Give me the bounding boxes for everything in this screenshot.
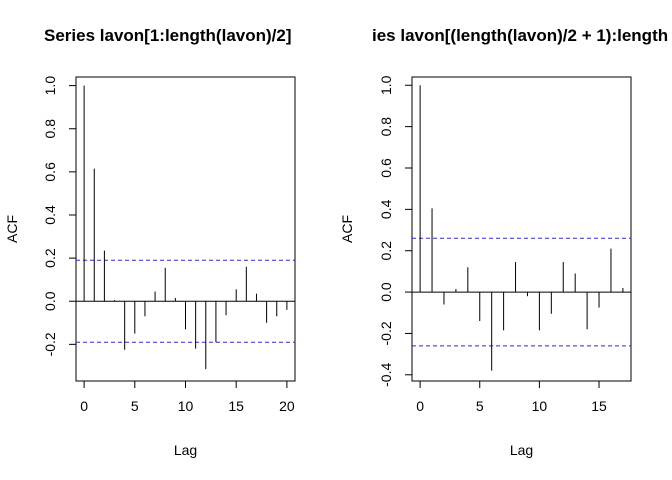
- y-tick-label: 0.6: [42, 162, 58, 182]
- x-tick-label: 0: [416, 398, 424, 414]
- y-tick-label: 0.4: [42, 205, 58, 225]
- y-axis-label: ACF: [339, 215, 355, 243]
- x-tick-label: 5: [131, 398, 139, 414]
- x-tick-label: 10: [532, 398, 548, 414]
- y-tick-label: 1.0: [42, 76, 58, 96]
- acf-panel-right: ies lavon[(length(lavon)/2 + 1):length 0 5…: [339, 26, 668, 458]
- x-tick-label: 5: [476, 398, 484, 414]
- x-tick-label: 15: [228, 398, 244, 414]
- y-tick-label: 0.8: [42, 119, 58, 139]
- y-tick-label: 0.6: [378, 158, 394, 178]
- y-tick-label: 1.0: [378, 75, 394, 95]
- y-tick-label: 0.4: [378, 199, 394, 219]
- x-axis-label: Lag: [174, 442, 197, 458]
- y-tick-label: 0.2: [378, 241, 394, 261]
- y-tick-label: -0.2: [378, 321, 394, 345]
- plot-frame: [411, 76, 632, 382]
- plot-frame: [75, 76, 296, 382]
- x-tick-label: 0: [80, 398, 88, 414]
- y-tick-label: -0.4: [378, 363, 394, 387]
- y-tick-label: 0.8: [378, 117, 394, 137]
- x-tick-label: 10: [178, 398, 194, 414]
- chart-title: Series lavon[1:length(lavon)/2]: [44, 26, 292, 45]
- y-tick-label: 0.0: [42, 291, 58, 311]
- y-axis-label: ACF: [4, 215, 20, 243]
- chart-title: ies lavon[(length(lavon)/2 + 1):length: [372, 26, 668, 45]
- y-tick-label: 0.0: [378, 282, 394, 302]
- x-axis-label: Lag: [510, 442, 533, 458]
- y-tick-label: 0.2: [42, 248, 58, 268]
- x-tick-label: 15: [591, 398, 607, 414]
- acf-panel-left: Series lavon[1:length(lavon)/2] 0 5 10 15 20 -…: [4, 26, 296, 458]
- x-tick-label: 20: [279, 398, 295, 414]
- y-tick-label: -0.2: [42, 332, 58, 356]
